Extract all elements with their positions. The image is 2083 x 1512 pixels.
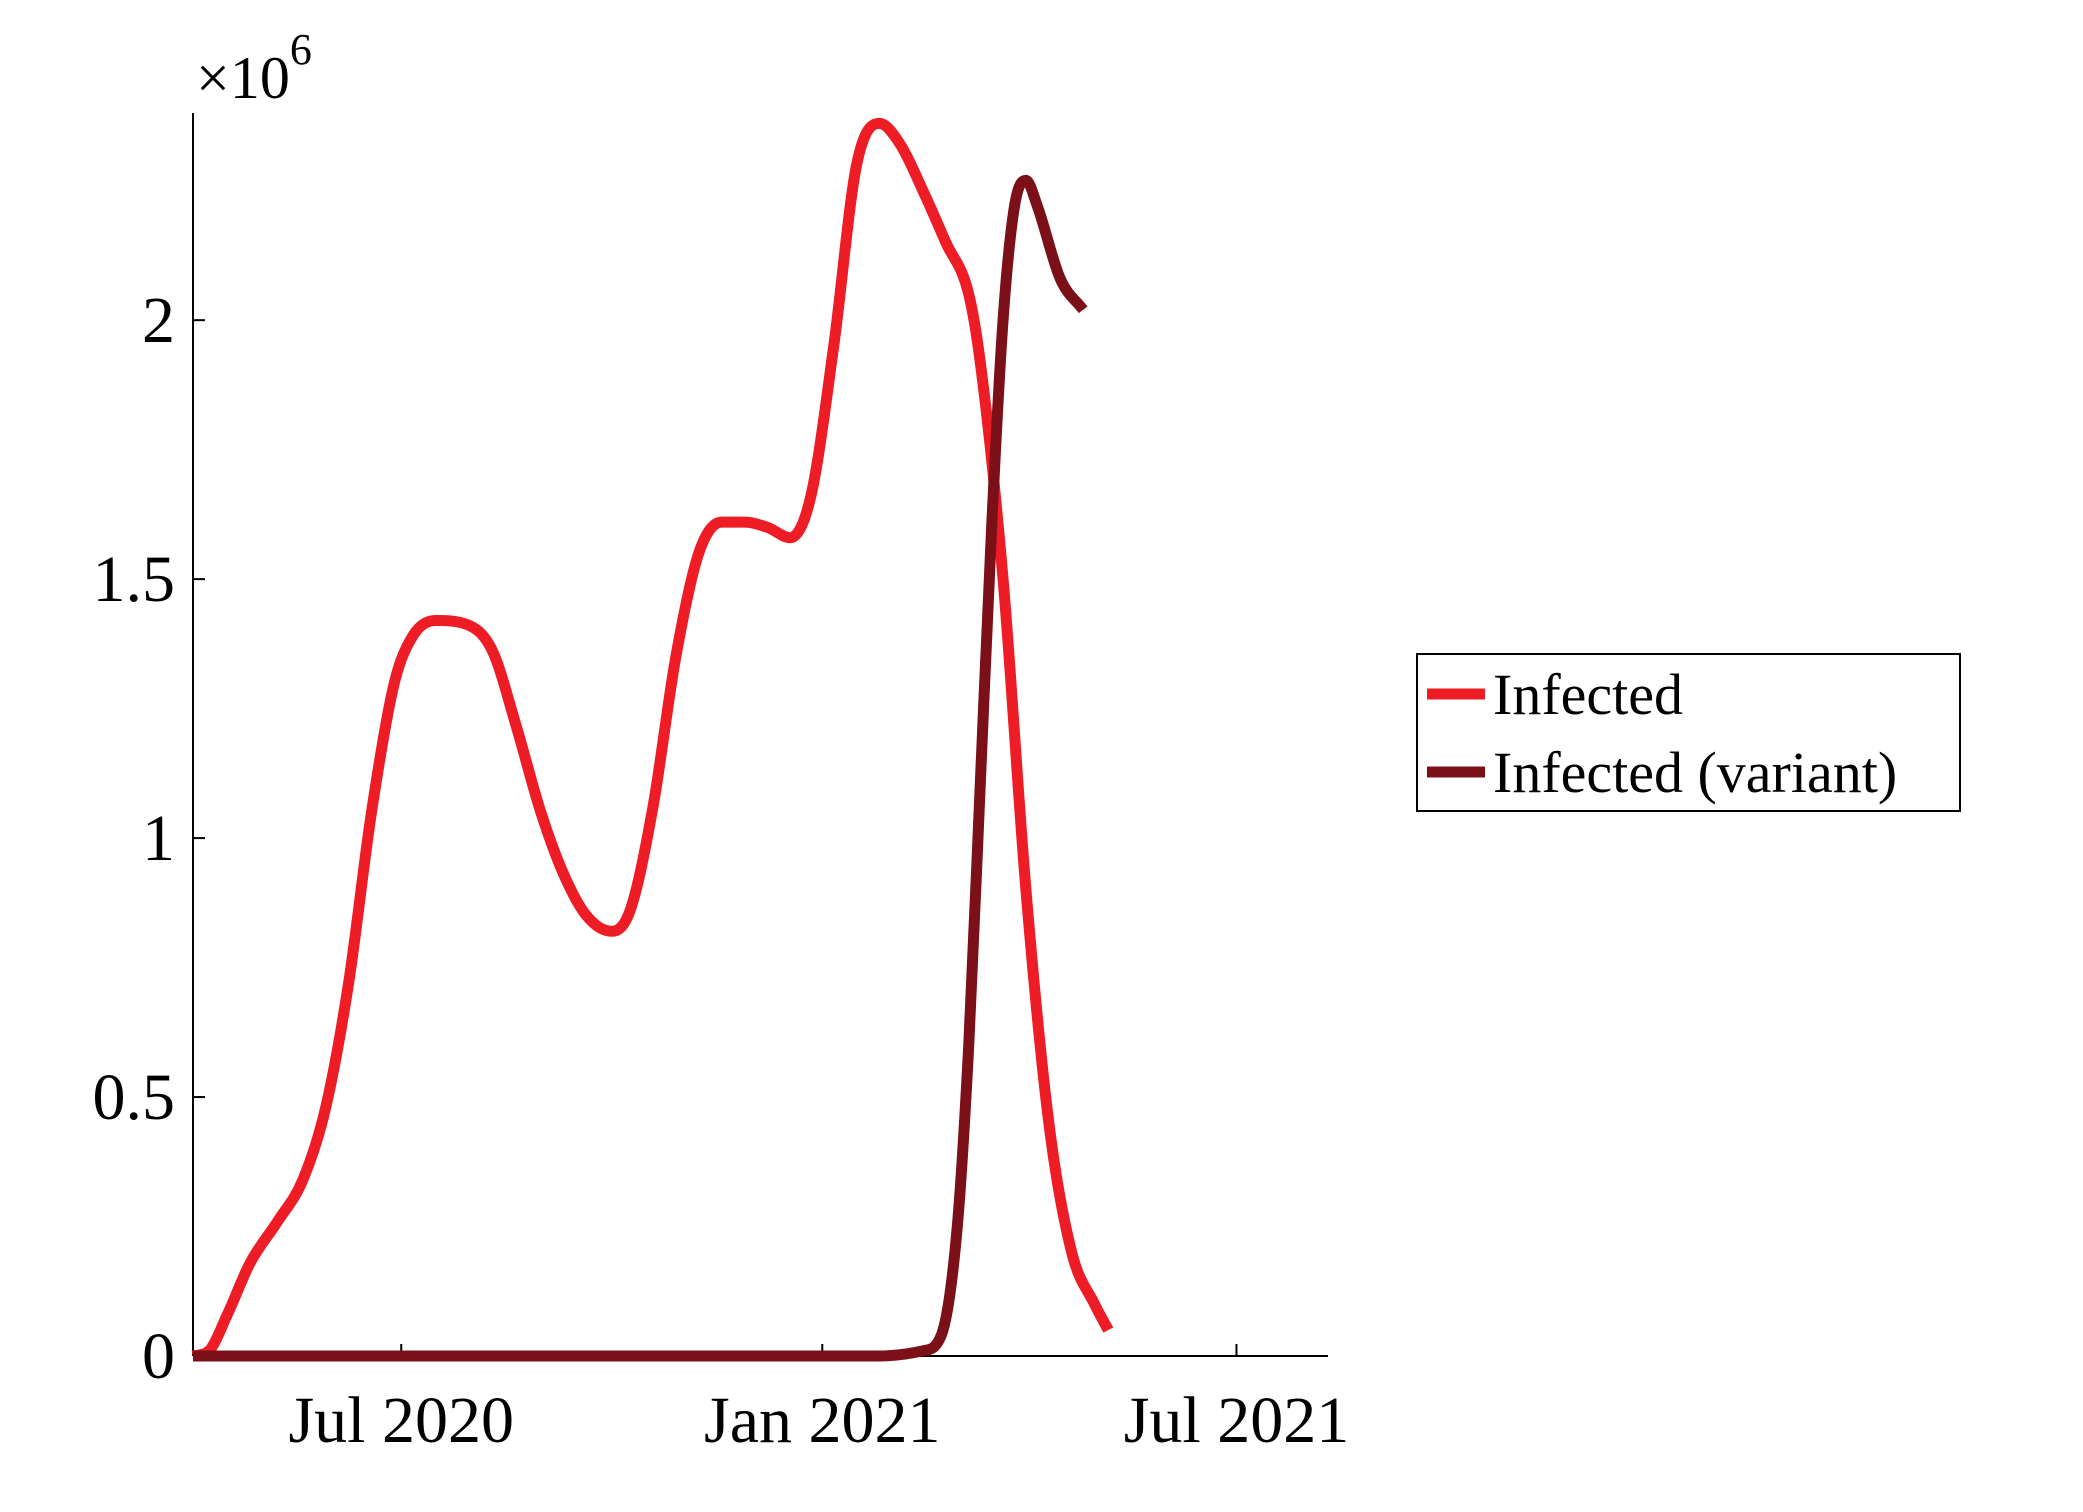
- series-line-infected-variant: [193, 174, 1088, 1362]
- series-lines: [191, 117, 1114, 1362]
- legend-label: Infected (variant): [1493, 740, 1897, 805]
- ticks: 0 0.5 1 1.5 2 Jul 2020 Jan 2021 Jul 2021: [93, 284, 1350, 1457]
- y-multiplier-base: ×10: [196, 45, 290, 111]
- legend-box: [1416, 653, 1961, 812]
- legend-label: Infected: [1493, 662, 1683, 727]
- x-tick-label: Jul 2021: [1124, 1384, 1350, 1457]
- x-tick-label: Jan 2021: [704, 1384, 940, 1457]
- y-tick-label: 2: [142, 284, 175, 357]
- y-tick-label: 0: [142, 1320, 175, 1393]
- y-multiplier-label: ×106: [196, 25, 312, 111]
- series-line-infected: [191, 117, 1114, 1362]
- y-tick-label: 1: [142, 802, 175, 875]
- axes: [192, 113, 1328, 1357]
- y-tick-label: 0.5: [93, 1061, 176, 1134]
- y-tick-label: 1.5: [93, 543, 176, 616]
- x-tick-label: Jul 2020: [288, 1384, 514, 1457]
- y-multiplier-exponent: 6: [290, 25, 312, 74]
- legend: Infected Infected (variant): [1416, 653, 1961, 812]
